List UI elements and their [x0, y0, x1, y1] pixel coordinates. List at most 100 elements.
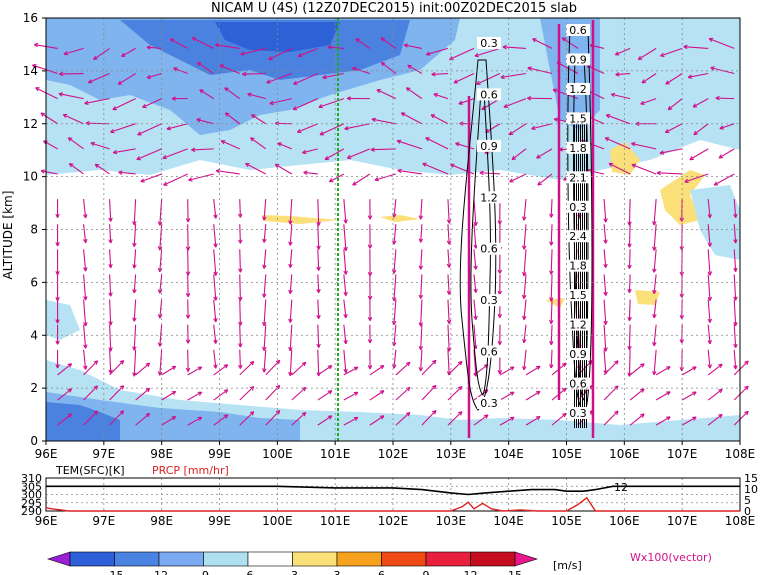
wind-vector-head: [379, 390, 385, 395]
wind-vector-head: [549, 270, 554, 275]
wind-vector: [109, 299, 112, 326]
wind-vector-head: [185, 367, 191, 372]
wind-vector: [110, 123, 136, 133]
x-tick-label: 101E: [320, 447, 351, 461]
wind-vector: [239, 274, 241, 301]
wind-vector-head: [343, 219, 348, 224]
wind-vector-head: [171, 96, 176, 101]
positive-wind-patch-6: [545, 298, 565, 308]
colorbar-tick-label: -3: [287, 569, 298, 575]
negative-wind-patch-left: [46, 300, 80, 340]
wind-vector-head: [213, 271, 218, 276]
y-tick-label: 2: [30, 381, 38, 395]
wind-vector-head: [292, 106, 298, 111]
wind-vector: [40, 170, 58, 175]
wind-vector-head: [35, 87, 40, 92]
wind-vector: [523, 299, 527, 320]
temperature-tick-label: 300: [21, 489, 42, 502]
wind-vector-head: [316, 266, 321, 271]
wind-vector-head: [549, 364, 554, 369]
wind-vector: [67, 137, 84, 150]
wind-vector: [289, 324, 293, 351]
wind-vector-head: [269, 100, 274, 106]
wind-vector-head: [157, 221, 163, 226]
wind-vector: [380, 62, 397, 74]
wind-vector: [133, 324, 137, 351]
wind-vector: [523, 324, 527, 343]
wind-vector: [404, 44, 423, 49]
wind-vector: [653, 274, 657, 294]
wind-vector-head: [707, 271, 713, 276]
wind-vector: [473, 349, 477, 377]
wind-vector: [683, 46, 709, 49]
wind-vector: [216, 170, 240, 175]
wind-vector: [733, 324, 737, 348]
wind-vector: [84, 98, 110, 105]
wind-vector-head: [238, 364, 243, 369]
wind-vector-head: [132, 264, 137, 269]
wind-vector: [239, 299, 241, 326]
wind-vector-head: [145, 362, 151, 368]
contour-label-bg: [566, 171, 590, 184]
lower-x-tick-label: 98E: [150, 514, 173, 528]
wind-vector: [58, 93, 84, 100]
wind-vector-head: [418, 215, 424, 220]
wind-vector: [369, 390, 385, 401]
wind-vector: [265, 359, 281, 376]
wind-vector-head: [145, 412, 151, 418]
wind-vector-head: [213, 243, 218, 248]
wind-vector: [93, 47, 110, 60]
wind-vector-head: [275, 384, 281, 390]
wind-vector: [292, 98, 319, 111]
wind-vector: [393, 274, 397, 302]
wind-vector-head: [214, 42, 220, 48]
wind-vector-head: [640, 100, 645, 105]
wind-vector-head: [67, 137, 73, 142]
wind-vector-head: [497, 340, 503, 346]
wind-vector: [629, 388, 645, 401]
wind-vector-head: [627, 345, 632, 351]
wind-vector-head: [692, 103, 698, 108]
wind-vector-head: [549, 213, 554, 218]
wind-vector-head: [683, 44, 688, 50]
wind-vector-head: [562, 412, 567, 418]
wind-vector: [536, 148, 553, 159]
contour-label-bg: [566, 24, 590, 36]
wind-vector: [523, 199, 527, 221]
wind-vector: [355, 38, 371, 49]
wind-vector: [511, 148, 527, 161]
wind-vector-head: [744, 360, 749, 365]
wind-vector-head: [608, 162, 614, 167]
colorbar-swatch: [336, 551, 382, 567]
precipitation-tick-label: 5: [744, 494, 751, 507]
wind-vector-head: [379, 365, 385, 370]
wind-vector-head: [418, 322, 424, 327]
wind-vector: [109, 224, 112, 244]
contour-label-bg: [477, 88, 501, 101]
wind-vector: [692, 98, 709, 108]
wind-vector: [707, 349, 711, 369]
wind-vector: [733, 299, 737, 326]
wind-vector-head: [67, 363, 73, 368]
wind-vector-head: [446, 240, 452, 245]
contour-label: 1.5: [569, 289, 587, 302]
contour-label: 0.6: [480, 88, 498, 101]
wind-vector-head: [324, 155, 330, 161]
wind-vector: [317, 324, 320, 348]
wind-vector: [196, 118, 214, 125]
colorbar-swatches: [47, 551, 538, 567]
wind-vector-head: [603, 218, 608, 223]
wind-vector: [268, 47, 293, 61]
wind-vector: [603, 199, 607, 223]
wind-vector: [523, 274, 527, 299]
wind-vector-head: [83, 267, 88, 272]
x-tick-label: 107E: [667, 447, 698, 461]
wind-vector: [224, 87, 241, 100]
wind-vector: [289, 349, 293, 376]
wind-vector-head: [403, 43, 409, 48]
wind-vector: [420, 274, 423, 299]
wind-vector: [118, 171, 136, 175]
wind-vector: [397, 169, 422, 175]
wind-vector-head: [718, 154, 724, 159]
contour-label-bg: [566, 141, 590, 154]
